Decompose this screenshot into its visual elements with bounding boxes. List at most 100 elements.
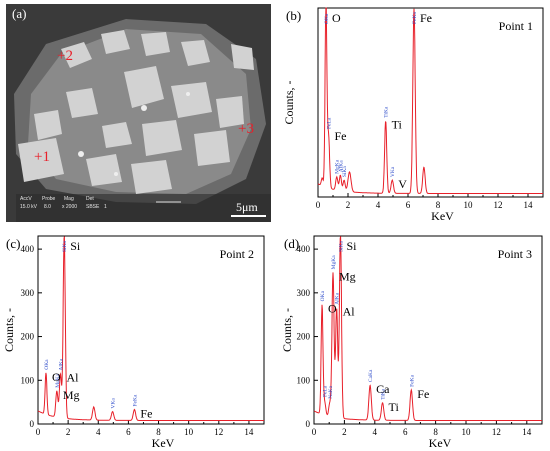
scale-bar-label: 5μm	[236, 200, 258, 214]
x-ray-line-label: VKa	[390, 166, 396, 177]
sem-micrograph	[6, 4, 271, 222]
element-label: Ti	[389, 400, 400, 414]
spectrum-line	[37, 236, 264, 421]
x-ray-line-label: OKa	[320, 290, 326, 301]
x-tick-label: 10	[462, 427, 472, 437]
element-label: Si	[70, 239, 81, 253]
x-ray-line-label: SiKa	[62, 240, 68, 252]
y-axis-label: Counts, -	[282, 80, 296, 124]
element-label: Fe	[420, 11, 432, 25]
y-tick-label: 300	[21, 288, 35, 298]
x-ray-line-label: FeLa	[327, 117, 333, 129]
x-tick-label: 8	[433, 427, 438, 437]
x-ray-line-label: TiKa	[384, 106, 390, 118]
x-tick-label: 8	[156, 427, 161, 437]
x-ray-line-label: SiKa	[338, 240, 344, 252]
x-ray-line-label: FeKa	[409, 374, 415, 386]
element-label: O	[332, 11, 341, 25]
x-tick-label: 2	[346, 200, 351, 210]
y-tick-label: 100	[21, 375, 35, 385]
x-tick-label: 4	[376, 200, 381, 210]
eds-spectrum-point-3: 0 2 4 6 8 10 12 14 0 100 200 300 400 OKa FeLa NaKa MgKa A…	[280, 235, 543, 450]
x-tick-label: 0	[316, 200, 321, 210]
plot-frame	[37, 235, 265, 425]
x-tick-label: 4	[373, 427, 378, 437]
element-label: Al	[343, 305, 356, 319]
y-tick-label: 300	[297, 288, 311, 298]
spectrum-line	[317, 7, 543, 194]
x-ray-line-label: SiKa	[342, 166, 348, 178]
y-axis-label: Counts, -	[2, 308, 16, 352]
element-label: Si	[346, 239, 357, 253]
element-label: Al	[66, 371, 79, 385]
x-tick-label: 2	[342, 427, 347, 437]
element-label: Mg	[339, 269, 356, 283]
element-label: Fe	[140, 407, 152, 421]
x-tick-label: 14	[522, 427, 532, 437]
x-tick-label: 0	[36, 427, 41, 437]
x-tick-label: 2	[66, 427, 71, 437]
x-tick-label: 12	[214, 427, 223, 437]
x-tick-label: 10	[184, 427, 194, 437]
marker-point-3: +3	[238, 121, 254, 137]
chart-title: Point 1	[499, 19, 533, 33]
x-ray-line-label: MgKa	[331, 255, 337, 270]
marker-point-1: +1	[34, 149, 50, 165]
x-ray-line-label: NaKa	[328, 385, 334, 398]
y-tick-label: 200	[21, 332, 35, 342]
x-tick-label: 14	[244, 427, 254, 437]
y-tick-label: 400	[21, 244, 35, 254]
x-tick-label: 8	[436, 200, 441, 210]
x-tick-label: 6	[403, 427, 408, 437]
panel-label: (c)	[6, 236, 20, 251]
y-axis-label: Counts, -	[280, 308, 294, 352]
eds-spectrum-point-2: 0 2 4 6 8 10 12 14 0 100 200 300 400 OKa MgKa AlKa SiKa V…	[2, 235, 265, 450]
x-tick-label: 12	[492, 427, 501, 437]
x-ray-line-label: FeKa	[132, 394, 138, 406]
x-ray-line-label: FeKa	[412, 12, 418, 24]
y-tick-label: 0	[306, 419, 311, 429]
x-tick-label: 12	[494, 200, 503, 210]
y-tick-label: 0	[30, 419, 35, 429]
y-tick-label: 200	[297, 332, 311, 342]
x-ray-line-label: OKa	[44, 359, 50, 370]
x-tick-label: 10	[464, 200, 474, 210]
panel-label-a: (a)	[12, 6, 27, 21]
element-label: Fe	[335, 129, 347, 143]
x-tick-label: 4	[96, 427, 101, 437]
x-ray-line-label: FeLa	[323, 385, 329, 397]
element-label: V	[398, 177, 407, 191]
chart-title: Point 3	[498, 247, 532, 261]
x-ray-line-label: TiKa	[381, 388, 387, 400]
marker-point-2: +2	[57, 48, 73, 64]
x-axis-label: KeV	[429, 436, 452, 450]
x-tick-label: 14	[524, 200, 534, 210]
y-tick-label: 100	[297, 375, 311, 385]
element-label: Ti	[392, 118, 403, 132]
x-ray-line-label: AlKa	[338, 160, 344, 172]
element-label: Ca	[376, 382, 390, 396]
element-label: O	[52, 370, 61, 384]
panel-label: (b)	[286, 8, 301, 23]
x-ray-line-label: CaKa	[368, 369, 374, 382]
element-label: O	[328, 301, 337, 315]
x-ray-line-label: AlKa	[58, 358, 64, 370]
x-tick-label: 0	[312, 427, 317, 437]
sem-image-panel: (a) +2 +3 +1 AccV Probe Mag Det 15.0 kV …	[6, 4, 271, 222]
x-ray-line-label: AlKa	[335, 292, 341, 304]
chart-title: Point 2	[220, 247, 254, 261]
x-ray-line-label: OKa	[324, 13, 330, 24]
x-axis-label: KeV	[152, 436, 175, 450]
y-tick-label: 400	[297, 244, 311, 254]
panel-label: (d)	[284, 236, 299, 251]
x-tick-label: 6	[406, 200, 411, 210]
x-tick-label: 6	[126, 427, 131, 437]
element-label: Mg	[63, 388, 80, 402]
x-ray-line-label: VKa	[111, 398, 117, 409]
plot-frame	[317, 7, 544, 198]
x-ray-line-label: MgKa	[55, 373, 61, 388]
element-label: Fe	[417, 387, 429, 401]
x-ray-line-label: MgKa	[335, 159, 341, 174]
plot-frame	[313, 235, 543, 425]
